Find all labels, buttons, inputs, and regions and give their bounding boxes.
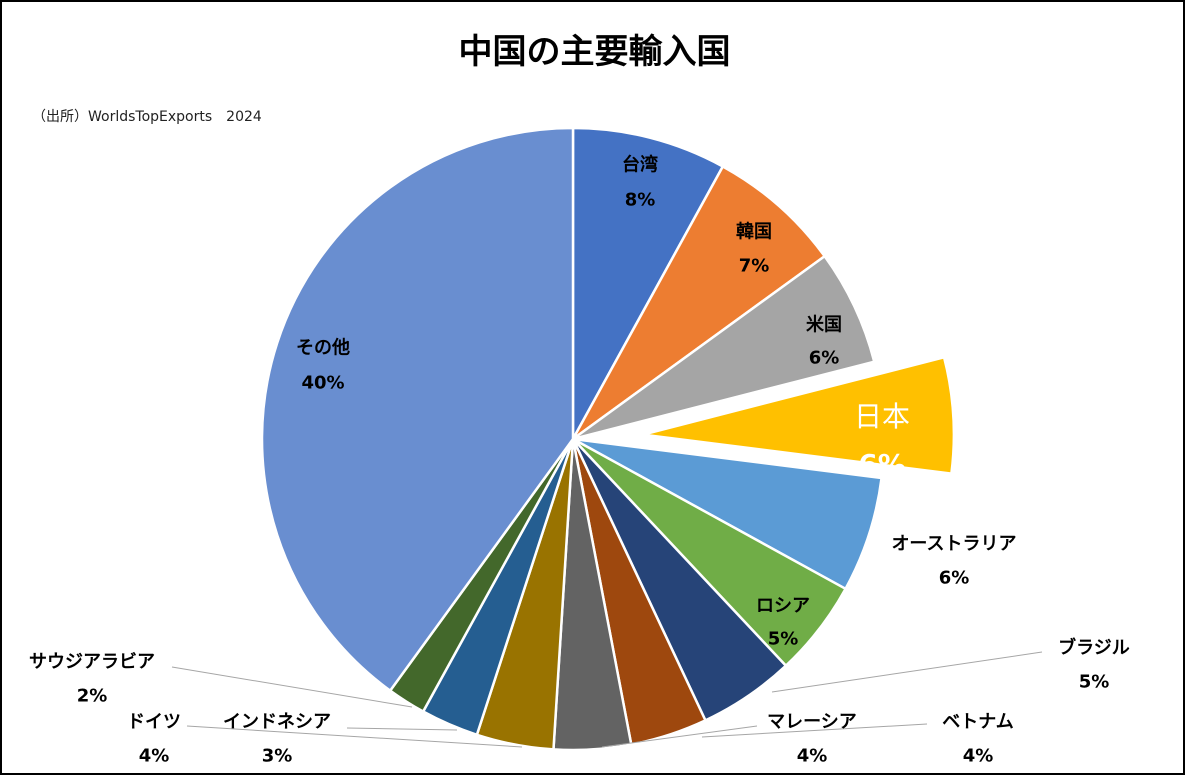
slice-label: 日本 <box>854 400 910 433</box>
pie-slice <box>572 254 876 441</box>
slice-label: マレーシア <box>767 711 857 732</box>
slice-label: ロシア <box>756 595 810 616</box>
slice-label: インドネシア <box>223 711 331 732</box>
chart-source: （出所）WorldsTopExports 2024 <box>32 109 262 125</box>
slice-value-label: 6% <box>939 567 970 588</box>
slice-label: その他 <box>296 336 350 358</box>
leader-line <box>186 725 523 748</box>
slice-value-label: 2% <box>77 685 108 706</box>
slice-label: ドイツ <box>127 711 181 732</box>
slice-value-label: 5% <box>768 628 799 649</box>
slice-value-label: 8% <box>625 189 656 210</box>
leader-line <box>771 651 1043 693</box>
slice-value-label: 3% <box>262 745 293 766</box>
slice-label: 米国 <box>806 313 842 335</box>
slice-value-label: 5% <box>1079 671 1110 692</box>
slice-label: オーストラリア <box>891 533 1016 554</box>
pie-slice <box>571 126 725 440</box>
slice-value-label: 4% <box>963 745 994 766</box>
leader-line <box>171 666 413 708</box>
slice-value-label: 4% <box>797 745 828 766</box>
slice-label: 韓国 <box>736 220 772 242</box>
leader-line <box>346 727 458 731</box>
slice-label: ベトナム <box>942 711 1013 732</box>
slice-label: 台湾 <box>622 153 658 175</box>
slice-value-label: 7% <box>739 255 770 276</box>
slice-label: ブラジル <box>1058 636 1130 658</box>
pie-slice <box>260 126 575 693</box>
slice-value-label: 6% <box>809 347 840 368</box>
leader-line <box>601 725 758 748</box>
slice-value-label: 6% <box>858 448 906 481</box>
slice-value-label: 40% <box>301 372 344 393</box>
leader-line <box>701 723 928 738</box>
slice-value-label: 4% <box>139 745 170 766</box>
pie-slice <box>642 355 956 475</box>
pie-slice <box>571 164 827 441</box>
chart-title: 中国の主要輸入国 <box>458 32 731 72</box>
slice-label: サウジアラビア <box>29 651 155 672</box>
